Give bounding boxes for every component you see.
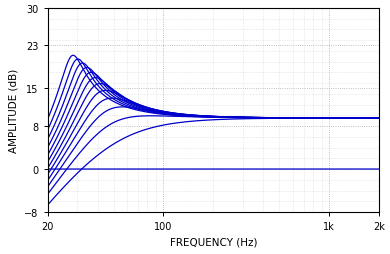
Y-axis label: AMPLITUDE (dB): AMPLITUDE (dB) — [9, 69, 19, 152]
X-axis label: FREQUENCY (Hz): FREQUENCY (Hz) — [170, 237, 257, 247]
